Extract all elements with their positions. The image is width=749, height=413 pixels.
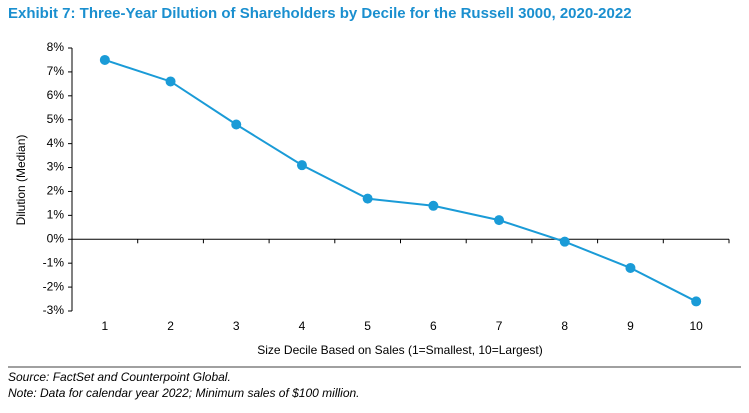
y-tick-label: 5% — [47, 112, 65, 126]
y-tick-label: -3% — [43, 303, 65, 317]
point — [691, 296, 702, 307]
x-tick-label: 2 — [167, 319, 174, 333]
y-axis-title: Dilution (Median) — [14, 135, 28, 226]
point — [494, 215, 505, 226]
point — [428, 200, 439, 211]
y-tick-label: 8% — [47, 40, 65, 54]
chart-title: Exhibit 7: Three-Year Dilution of Shareh… — [8, 5, 632, 22]
x-tick-label: 5 — [364, 319, 371, 333]
x-axis-title: Size Decile Based on Sales (1=Smallest, … — [257, 343, 543, 357]
point — [165, 76, 176, 87]
x-tick-label: 9 — [627, 319, 634, 333]
point — [99, 54, 110, 65]
x-tick-label: 8 — [561, 319, 568, 333]
point — [362, 193, 373, 204]
note: Note: Data for calendar year 2022; Minim… — [8, 386, 360, 400]
y-tick-label: 1% — [47, 208, 65, 222]
point — [559, 236, 570, 247]
source: Source: FactSet and Counterpoint Global. — [8, 370, 231, 384]
x-tick-label: 3 — [233, 319, 240, 333]
y-tick-label: 4% — [47, 136, 65, 150]
point — [296, 160, 307, 171]
y-tick-label: -2% — [43, 279, 65, 293]
point — [231, 119, 242, 130]
x-tick-label: 1 — [102, 319, 109, 333]
y-tick-label: 0% — [47, 231, 65, 245]
y-tick-label: 6% — [47, 88, 65, 102]
y-tick-label: 2% — [47, 184, 65, 198]
line — [104, 59, 697, 303]
x-tick-label: 6 — [430, 319, 437, 333]
x-tick-label: 7 — [496, 319, 503, 333]
y-tick-label: 3% — [47, 160, 65, 174]
y-tick-label: -1% — [43, 255, 65, 269]
x-tick-label: 4 — [299, 319, 306, 333]
point — [625, 262, 636, 273]
y-tick-label: 7% — [47, 64, 65, 78]
x-tick-label: 10 — [689, 319, 703, 333]
